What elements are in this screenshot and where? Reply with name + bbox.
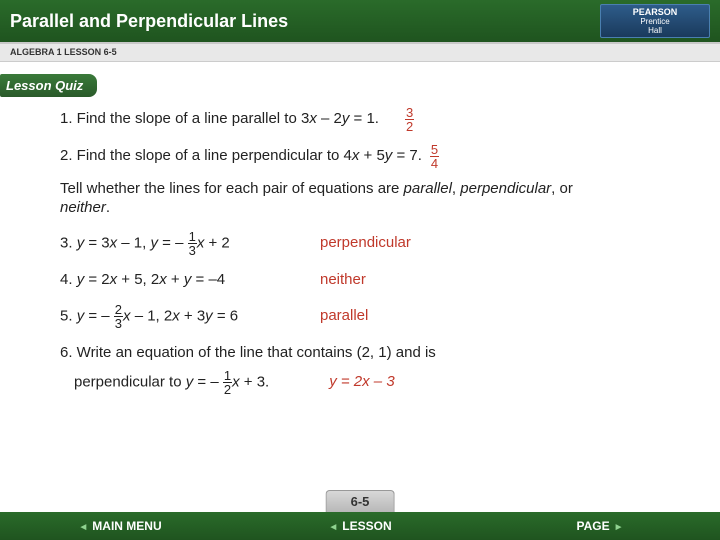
lesson-quiz-tab: Lesson Quiz [0, 74, 97, 97]
page-number-tab: 6-5 [326, 490, 395, 512]
answer-4: neither [320, 271, 366, 290]
question-6: 6. Write an equation of the line that co… [60, 344, 680, 396]
footer: MAIN MENU LESSON PAGE [0, 512, 720, 540]
instructions: Tell whether the lines for each pair of … [60, 180, 620, 218]
question-5: 5. y = – 23x – 1, 2x + 3y = 6 parallel [60, 303, 680, 330]
answer-1: 32 [405, 106, 414, 133]
lesson-button[interactable]: LESSON [240, 519, 480, 533]
question-3: 3. y = 3x – 1, y = – 13x + 2 perpendicul… [60, 230, 680, 257]
answer-5: parallel [320, 307, 368, 326]
brand-logo: PEARSON Prentice Hall [600, 4, 710, 38]
page-title: Parallel and Perpendicular Lines [10, 11, 288, 32]
header: Parallel and Perpendicular Lines PEARSON… [0, 0, 720, 44]
answer-2: 54 [430, 143, 439, 170]
question-2: 2. Find the slope of a line perpendicula… [60, 143, 680, 170]
subheader: ALGEBRA 1 LESSON 6-5 [0, 44, 720, 62]
answer-3: perpendicular [320, 234, 411, 253]
answer-6: y = 2x – 3 [329, 373, 394, 392]
page-button[interactable]: PAGE [480, 519, 720, 533]
question-4: 4. y = 2x + 5, 2x + y = –4 neither [60, 271, 680, 290]
question-1: 1. Find the slope of a line parallel to … [60, 106, 680, 133]
main-menu-button[interactable]: MAIN MENU [0, 519, 240, 533]
content: 1. Find the slope of a line parallel to … [60, 106, 680, 396]
